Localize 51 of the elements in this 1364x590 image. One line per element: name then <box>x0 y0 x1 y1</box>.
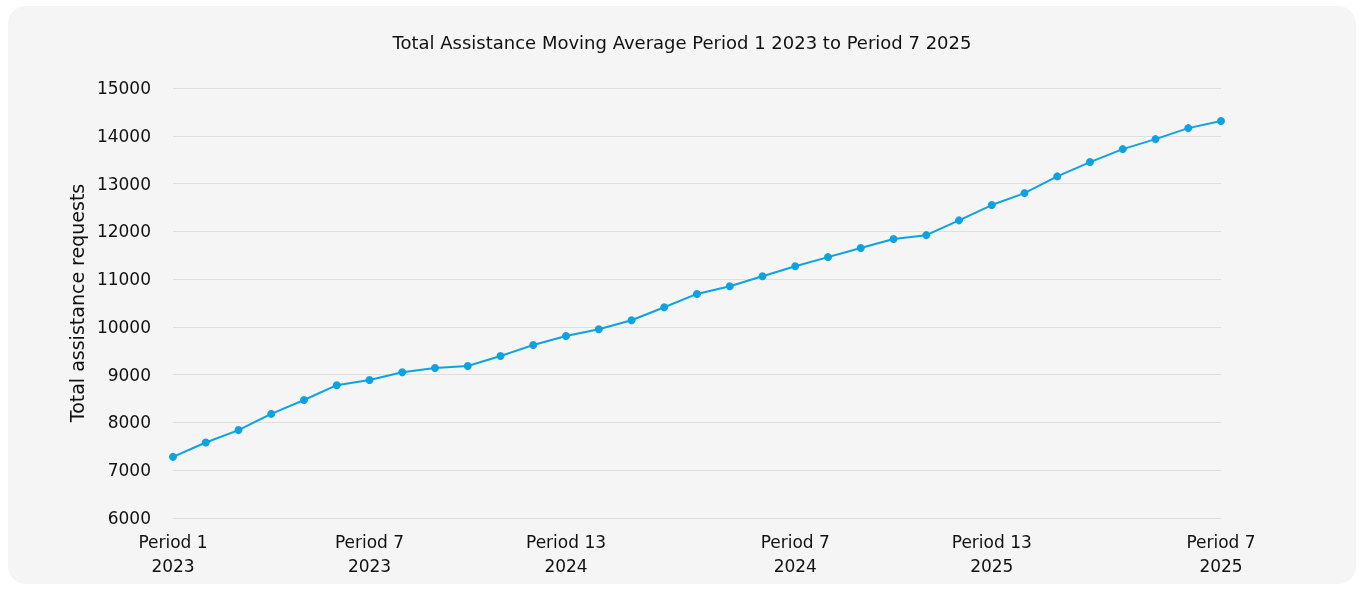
point <box>955 216 963 225</box>
y-tick-label: 12000 <box>96 221 151 242</box>
point <box>529 341 538 350</box>
y-tick-label: 10000 <box>96 316 151 337</box>
point <box>365 375 374 384</box>
chart-title: Total Assistance Moving Average Period 1 2023 to Period 7 2025 <box>391 31 972 53</box>
point <box>856 244 865 253</box>
y-tick-label: 9000 <box>107 364 151 385</box>
y-tick-label: 7000 <box>107 460 151 481</box>
y-tick-label: 6000 <box>107 508 151 528</box>
point <box>300 395 308 404</box>
point <box>758 272 767 281</box>
point <box>1118 145 1127 154</box>
point <box>725 282 734 291</box>
point <box>398 368 407 377</box>
point <box>431 363 439 372</box>
point <box>987 201 996 210</box>
point <box>1217 116 1225 125</box>
point <box>267 409 276 418</box>
point <box>594 325 603 334</box>
y-tick-label: 11000 <box>96 269 151 290</box>
point <box>463 362 472 371</box>
point <box>889 234 898 243</box>
y-tick-label: 15000 <box>96 78 151 98</box>
x-tick-label: Period 7 2023 <box>334 532 405 576</box>
point <box>1184 124 1193 133</box>
point <box>201 438 210 447</box>
point <box>496 352 505 361</box>
point <box>660 303 669 312</box>
point <box>169 452 177 461</box>
y-tick-label: 8000 <box>107 412 151 433</box>
point <box>234 426 243 435</box>
y-tick-label: 14000 <box>96 125 151 146</box>
point <box>1020 189 1029 198</box>
point <box>1053 172 1062 181</box>
point <box>791 262 800 271</box>
point <box>1086 158 1094 167</box>
point <box>922 231 931 240</box>
x-tick-label: Period 7 2024 <box>760 532 830 576</box>
y-tick-label: 13000 <box>96 173 151 194</box>
point <box>627 316 636 325</box>
x-tick-label: Period 1 2023 <box>138 532 208 576</box>
point <box>1151 135 1160 144</box>
x-tick-label: Period 13 2025 <box>951 532 1032 576</box>
point <box>693 289 701 298</box>
y-axis-title: Total assistance requests <box>65 183 88 424</box>
point <box>562 331 570 340</box>
x-tick-label: Period 7 2025 <box>1186 532 1256 576</box>
x-tick-label: Period 13 2024 <box>525 532 607 576</box>
point <box>332 381 341 390</box>
point <box>824 253 832 262</box>
